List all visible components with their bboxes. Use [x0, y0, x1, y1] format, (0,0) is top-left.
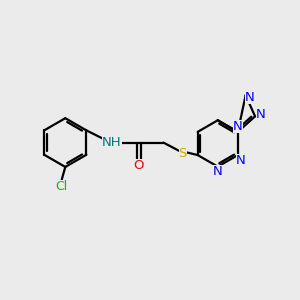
Text: N: N — [256, 108, 265, 122]
Text: N: N — [213, 166, 223, 178]
Text: N: N — [245, 91, 255, 104]
Text: S: S — [178, 147, 187, 160]
Text: Cl: Cl — [56, 180, 68, 194]
Text: NH: NH — [102, 136, 122, 149]
Text: O: O — [134, 159, 144, 172]
Text: N: N — [233, 120, 243, 133]
Text: N: N — [236, 154, 246, 167]
